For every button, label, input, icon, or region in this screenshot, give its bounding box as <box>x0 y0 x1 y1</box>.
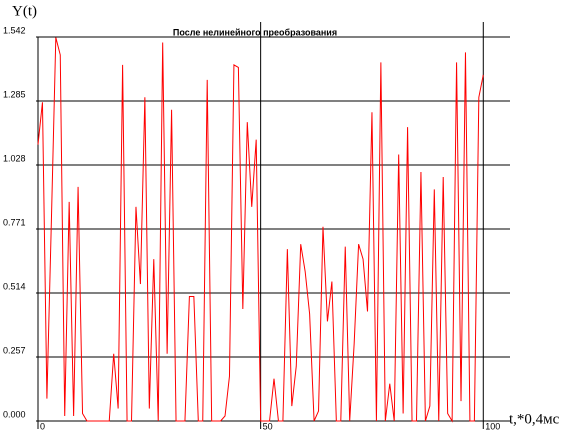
y-tick-label: 0.000 <box>3 409 26 419</box>
chart-title: После нелинейного преобразования <box>173 27 337 37</box>
x-tick-label: 0 <box>40 421 45 431</box>
data-line <box>37 37 484 423</box>
y-tick-label: 1.285 <box>3 89 26 99</box>
y-tick-label: 0.771 <box>3 217 26 227</box>
y-tick-label: 0.514 <box>3 281 26 291</box>
x-tick-label: 50 <box>263 421 273 431</box>
y-tick-label: 0.257 <box>3 345 26 355</box>
y-tick-label: 1.028 <box>3 153 26 163</box>
x-tick-label: 100 <box>485 421 500 431</box>
y-axis-label: Y(t) <box>12 3 37 19</box>
y-tick-label: 1.542 <box>3 25 26 35</box>
x-axis-label: t,*0,4мс <box>509 411 560 427</box>
